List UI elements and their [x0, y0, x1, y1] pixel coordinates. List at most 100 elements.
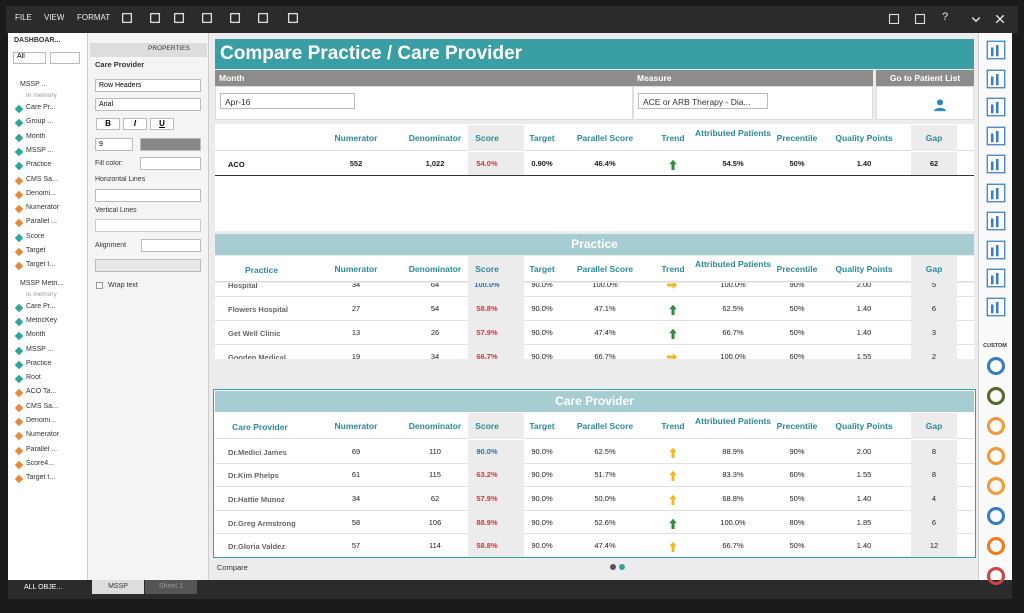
- collapse-button[interactable]: [970, 12, 982, 24]
- custom-visual-icon[interactable]: [986, 536, 1006, 556]
- filter-select[interactable]: ACE or ARB Therapy - Dia...: [638, 93, 768, 109]
- field-item[interactable]: Numerator: [26, 204, 60, 212]
- field-item[interactable]: Target t...: [26, 474, 56, 482]
- align-buttons[interactable]: [141, 239, 201, 252]
- all-objects-tab[interactable]: ALL OBJE...: [24, 584, 63, 591]
- format-button[interactable]: B: [96, 118, 120, 130]
- custom-visual-icon[interactable]: [986, 566, 1006, 586]
- align-buttons[interactable]: [95, 259, 201, 272]
- visual-type-icon-glyph: [986, 40, 1006, 60]
- trend-icon-glyph: [669, 471, 677, 482]
- panel-title[interactable]: DASHBOAR...: [14, 37, 61, 44]
- visual-type-icon[interactable]: [986, 240, 1006, 260]
- sheet-tab[interactable]: Sheet 1: [145, 580, 197, 594]
- cell: 69: [351, 446, 361, 456]
- color-picker[interactable]: [140, 157, 201, 170]
- field-item[interactable]: Group ...: [26, 118, 54, 126]
- toolbar-icon[interactable]: [256, 11, 270, 25]
- custom-visual-icon[interactable]: [986, 356, 1006, 376]
- group-name[interactable]: MSSP ...: [20, 81, 48, 88]
- toolbar-icon[interactable]: [286, 11, 300, 25]
- toolbar-icon[interactable]: [120, 11, 134, 25]
- field-item[interactable]: Score4...: [26, 459, 55, 467]
- column-header: Gap: [925, 422, 943, 431]
- cell: 100.0%: [720, 517, 746, 527]
- field-item[interactable]: Care Pr...: [26, 104, 56, 111]
- color-picker[interactable]: [140, 138, 201, 151]
- select[interactable]: Row Headers: [95, 79, 201, 92]
- toolbar-icon[interactable]: [148, 11, 162, 25]
- sheet-tab[interactable]: MSSP: [92, 580, 144, 594]
- custom-visual-icon[interactable]: [986, 416, 1006, 436]
- custom-visual-icon[interactable]: [986, 506, 1006, 526]
- visual-type-icon[interactable]: [986, 40, 1006, 60]
- field-item[interactable]: CMS Sa...: [26, 175, 58, 183]
- cell: 54.0%: [476, 159, 498, 168]
- toolbar-icon[interactable]: [200, 11, 214, 25]
- field-item[interactable]: Month: [26, 132, 46, 140]
- cell: 90.0%: [531, 446, 553, 456]
- visual-type-icon[interactable]: [986, 211, 1006, 231]
- field-item[interactable]: Practice: [26, 359, 52, 367]
- toolbar-icon[interactable]: [914, 12, 926, 24]
- close-button[interactable]: [994, 12, 1006, 24]
- visual-type-icon[interactable]: [986, 97, 1006, 117]
- field-item[interactable]: Denomi...: [26, 417, 56, 424]
- sheet-name[interactable]: Compare: [217, 563, 248, 572]
- visual-type-icon[interactable]: [986, 183, 1006, 203]
- field-item[interactable]: Target: [26, 247, 46, 254]
- page-dot: [610, 564, 616, 570]
- field-item[interactable]: Parallel ...: [26, 445, 58, 453]
- menu-item[interactable]: VIEW: [44, 13, 65, 22]
- font-size[interactable]: 9: [95, 138, 133, 151]
- field-item[interactable]: Care Pr...: [26, 302, 56, 310]
- custom-visual-icon[interactable]: [986, 476, 1006, 496]
- properties-tab[interactable]: PROPERTIES: [148, 45, 190, 52]
- field-item[interactable]: Denomi...: [26, 189, 56, 197]
- visual-type-icon[interactable]: [986, 69, 1006, 89]
- checkbox[interactable]: [96, 282, 103, 289]
- label: Horizontal Lines: [95, 176, 146, 183]
- menu-item[interactable]: FORMAT: [77, 13, 111, 22]
- select[interactable]: Arial: [95, 98, 201, 111]
- field-item[interactable]: MSSP ...: [26, 146, 54, 154]
- table-row: [215, 463, 974, 488]
- group-status: In memory: [26, 92, 57, 99]
- table-row: [215, 321, 974, 345]
- patient-list-icon[interactable]: [933, 98, 947, 112]
- field-item[interactable]: Numerator: [26, 431, 60, 439]
- line-picker[interactable]: [95, 219, 201, 232]
- toolbar-icon[interactable]: [228, 11, 242, 25]
- group-name[interactable]: MSSP Metri...: [20, 279, 64, 287]
- field-item[interactable]: Score: [26, 232, 45, 240]
- visual-type-icon[interactable]: [986, 154, 1006, 174]
- custom-visual-icon[interactable]: [986, 386, 1006, 406]
- menu-item[interactable]: FILE: [15, 13, 32, 22]
- toolbar-icon[interactable]: [888, 12, 900, 24]
- visual-type-icon[interactable]: [986, 126, 1006, 146]
- field-item[interactable]: Practice: [26, 161, 52, 169]
- field-item[interactable]: Parallel ...: [26, 218, 58, 226]
- field-item[interactable]: Root: [26, 374, 41, 382]
- filter-select[interactable]: Apr-16: [220, 93, 355, 109]
- format-button[interactable]: I: [123, 118, 147, 130]
- visual-type-icon-glyph: [986, 297, 1006, 316]
- button-header[interactable]: Go to Patient List: [876, 70, 974, 86]
- search-box[interactable]: [50, 52, 80, 64]
- line-picker[interactable]: [95, 189, 201, 202]
- filter-select[interactable]: All: [13, 52, 46, 64]
- field-item[interactable]: MSSP ...: [26, 345, 54, 353]
- format-button[interactable]: U: [150, 118, 174, 130]
- trend-icon-glyph: [669, 304, 677, 315]
- custom-visual-icon[interactable]: [986, 446, 1006, 466]
- field-item[interactable]: MetricKey: [26, 316, 58, 324]
- cell: 6: [931, 517, 937, 527]
- visual-type-icon[interactable]: [986, 268, 1006, 288]
- field-item[interactable]: ACO Ta...: [26, 388, 57, 396]
- field-item[interactable]: Month: [26, 331, 46, 339]
- field-item[interactable]: CMS Sa...: [26, 402, 58, 410]
- toolbar-icon[interactable]: [172, 11, 186, 25]
- visual-type-icon[interactable]: [986, 297, 1006, 317]
- field-item[interactable]: Target t...: [26, 261, 56, 269]
- help-menu[interactable]: ?: [942, 11, 949, 23]
